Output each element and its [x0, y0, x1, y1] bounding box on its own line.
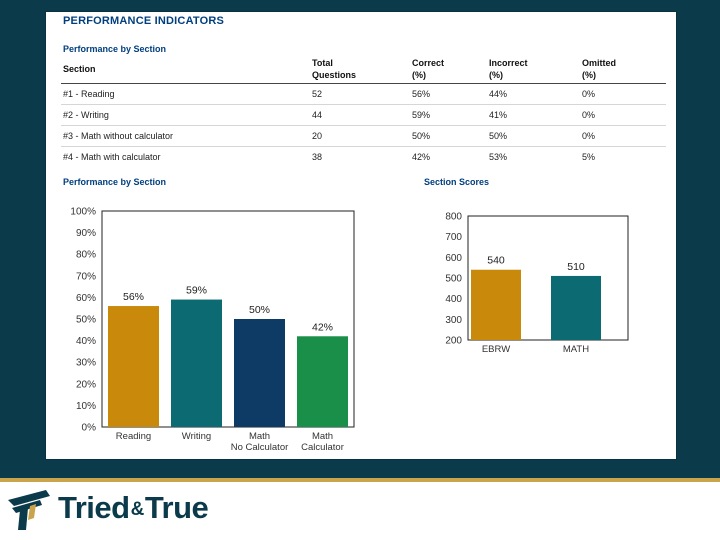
brand-logo-text: Tried&True: [58, 490, 209, 526]
table-row-2-incorrect: 41%: [489, 110, 508, 120]
performance-bar-chart: 0% 10% 20% 30% 40% 50% 60% 70% 80% 90% 100% 56% Read…: [70, 207, 355, 453]
brand-name-part2: True: [144, 490, 209, 525]
brand-logo-mark-icon: [8, 490, 50, 530]
table-row-4-correct: 42%: [412, 152, 431, 162]
table-row-2-total: 44: [312, 110, 323, 120]
table-row-2-omitted: 0%: [582, 110, 596, 120]
y-tick-label: 0%: [82, 423, 97, 434]
x-tick-label: No Calculator: [231, 442, 289, 453]
y-tick-label: 20%: [76, 379, 96, 390]
bar-value-label: 540: [487, 255, 505, 267]
x-tick-label: Reading: [116, 431, 151, 442]
y-tick-label: 30%: [76, 358, 96, 369]
table-header-rule: [61, 83, 666, 84]
table-row-3-section: #3 - Math without calculator: [63, 131, 174, 141]
table-row-1-omitted: 0%: [582, 89, 596, 99]
row-divider: [61, 104, 666, 105]
y-tick-label: 70%: [76, 271, 96, 282]
brand-name-part1: Tried: [58, 490, 130, 525]
col-head-incorrect: Incorrect (%): [489, 57, 528, 81]
x-tick-label: Writing: [182, 431, 211, 442]
table-row-4-incorrect: 53%: [489, 152, 508, 162]
col-head-incorrect-line1: Incorrect: [489, 58, 528, 68]
col-head-correct-line2: (%): [412, 70, 426, 80]
bar-value-label: 42%: [312, 321, 333, 333]
y-tick-label: 100%: [70, 207, 96, 218]
bar: [551, 275, 601, 340]
row-divider: [61, 125, 666, 126]
bar: [297, 336, 348, 427]
col-head-omitted: Omitted (%): [582, 57, 616, 81]
bar: [108, 306, 159, 427]
chart-scores-title: Section Scores: [424, 177, 490, 187]
y-tick-label: 200: [445, 336, 462, 347]
y-tick-label: 300: [445, 315, 462, 326]
y-tick-label: 800: [445, 212, 462, 223]
table-row-1-total: 52: [312, 89, 323, 99]
bar: [471, 269, 521, 340]
y-tick-label: 10%: [76, 401, 96, 412]
table-row-3-incorrect: 50%: [489, 131, 508, 141]
col-head-correct-line1: Correct: [412, 58, 445, 68]
brand-ampersand: &: [130, 499, 145, 520]
y-tick-label: 400: [445, 294, 462, 305]
footer: [0, 482, 720, 540]
col-head-total-line2: Questions: [312, 70, 357, 80]
table-row-1-correct: 56%: [412, 89, 431, 99]
x-tick-label: Calculator: [301, 442, 344, 453]
bar-value-label: 50%: [249, 304, 270, 316]
chart-performance-title: Performance by Section: [63, 177, 167, 187]
x-tick-label: Math: [312, 431, 333, 442]
bar: [234, 319, 285, 427]
table-row-3-total: 20: [312, 131, 323, 141]
col-head-total: Total Questions: [312, 57, 356, 81]
y-tick-label: 60%: [76, 293, 96, 304]
col-head-incorrect-line2: (%): [489, 70, 503, 80]
plot-frame: [101, 210, 355, 428]
table-heading: Performance by Section: [63, 44, 167, 54]
gold-divider: [0, 478, 720, 482]
x-tick-label: Math: [249, 431, 270, 442]
section-scores-bar-chart: 200 300 400 500 600 700 800 540 EBRW 510 MATH: [445, 212, 629, 355]
col-head-correct: Correct (%): [412, 57, 444, 81]
y-tick-label: 90%: [76, 228, 96, 239]
y-tick-label: 80%: [76, 250, 96, 261]
col-head-omitted-line1: Omitted: [582, 58, 617, 68]
col-head-section: Section: [63, 63, 96, 75]
y-tick-label: 50%: [76, 315, 96, 326]
plot-frame: [467, 215, 629, 341]
table-row-1-section: #1 - Reading: [63, 89, 115, 99]
bar-value-label: 59%: [186, 285, 207, 297]
table-row-3-correct: 50%: [412, 131, 431, 141]
col-head-omitted-line2: (%): [582, 70, 596, 80]
y-tick-label: 40%: [76, 336, 96, 347]
table-row-4-omitted: 5%: [582, 152, 596, 162]
table-row-2-correct: 59%: [412, 110, 431, 120]
col-head-total-line1: Total: [312, 58, 333, 68]
table-row-4-total: 38: [312, 152, 323, 162]
x-tick-label: EBRW: [482, 344, 510, 355]
bar-value-label: 56%: [123, 291, 144, 303]
table-row-4-section: #4 - Math with calculator: [63, 152, 161, 162]
col-head-section-text: Section: [63, 64, 96, 74]
table-row-3-omitted: 0%: [582, 131, 596, 141]
y-tick-label: 700: [445, 232, 462, 243]
y-tick-label: 600: [445, 253, 462, 264]
y-tick-label: 500: [445, 274, 462, 285]
bar-value-label: 510: [567, 261, 585, 273]
table-row-2-section: #2 - Writing: [63, 110, 109, 120]
row-divider: [61, 146, 666, 147]
page-title: PERFORMANCE INDICATORS: [63, 15, 225, 27]
report-panel: PERFORMANCE INDICATORS Performance by Se…: [46, 12, 676, 459]
x-tick-label: MATH: [563, 344, 589, 355]
bar: [171, 299, 222, 427]
table-row-1-incorrect: 44%: [489, 89, 508, 99]
